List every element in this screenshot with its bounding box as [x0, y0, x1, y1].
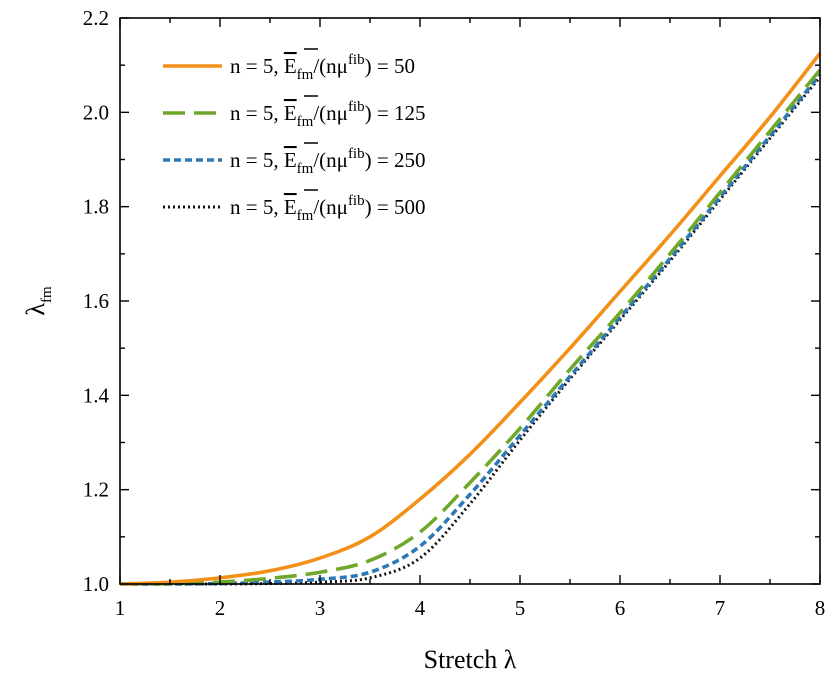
legend-label-mid: /(nμ [313, 195, 348, 219]
legend-label-sup: fib [348, 146, 365, 162]
y-axis-label-subscript: fm [39, 286, 55, 303]
y-axis-label: λfm [21, 286, 55, 316]
plot-frame [119, 17, 821, 585]
legend-label-E: E [284, 148, 297, 172]
legend: n = 5, Efm/(nμfib) = 50n = 5, Efm/(nμfib… [163, 48, 425, 224]
x-tick-label: 4 [415, 596, 426, 620]
legend-label-E: E [284, 54, 297, 78]
y-axis-label-base: λ [21, 303, 50, 316]
x-axis-label: Stretch λ [424, 645, 517, 674]
series-line-2 [119, 68, 822, 586]
y-tick-label: 1.0 [83, 572, 109, 596]
legend-label-prefix: n = 5, [230, 54, 284, 78]
y-tick-label: 1.8 [83, 195, 109, 219]
legend-label: n = 5, Efm/(nμfib) = 250 [230, 146, 425, 177]
series-line-3 [119, 73, 822, 586]
legend-label-sup: fib [348, 193, 365, 209]
legend-label-prefix: n = 5, [230, 101, 284, 125]
legend-label-sup: fib [348, 99, 365, 115]
x-tick-label: 7 [715, 596, 726, 620]
legend-label: n = 5, Efm/(nμfib) = 500 [230, 193, 425, 224]
x-tick-label: 8 [815, 596, 826, 620]
legend-entry-3: n = 5, Efm/(nμfib) = 250 [163, 142, 425, 177]
x-tick-label: 5 [515, 596, 526, 620]
x-tick-label: 2 [215, 596, 226, 620]
x-tick-label: 6 [615, 596, 626, 620]
legend-label-prefix: n = 5, [230, 195, 284, 219]
axes-layer: 1 2 3 4 5 6 7 8 1.0 1.2 1.4 1.6 1.8 2.0 2.2 [83, 6, 826, 620]
legend-label-mid: /(nμ [313, 148, 348, 172]
y-tick-label: 1.4 [83, 383, 110, 407]
series-line-4 [120, 76, 822, 586]
x-tick-label: 3 [315, 596, 326, 620]
legend-label: n = 5, Efm/(nμfib) = 50 [230, 52, 415, 83]
legend-label-mid: /(nμ [313, 54, 348, 78]
legend-label-prefix: n = 5, [230, 148, 284, 172]
y-tick-label: 1.6 [83, 289, 109, 313]
x-tick-label: 1 [115, 596, 126, 620]
legend-label-sup: fib [348, 52, 365, 68]
series-layer [119, 52, 822, 586]
legend-entry-1: n = 5, Efm/(nμfib) = 50 [163, 48, 415, 83]
legend-label-E-sub: fm [297, 67, 314, 83]
legend-label-E-sub: fm [297, 208, 314, 224]
legend-label-mid: /(nμ [313, 101, 348, 125]
y-tick-label: 1.2 [83, 478, 109, 502]
legend-label-E-sub: fm [297, 114, 314, 130]
legend-label: n = 5, Efm/(nμfib) = 125 [230, 99, 425, 130]
y-tick-label: 2.0 [83, 100, 109, 124]
legend-label-suffix: ) = 500 [365, 195, 426, 219]
series-line-1 [119, 52, 822, 586]
y-tick-label: 2.2 [83, 6, 109, 30]
legend-entry-4: n = 5, Efm/(nμfib) = 500 [163, 189, 425, 224]
legend-label-suffix: ) = 125 [365, 101, 426, 125]
legend-label-E: E [284, 195, 297, 219]
legend-label-E: E [284, 101, 297, 125]
legend-label-suffix: ) = 250 [365, 148, 426, 172]
legend-label-suffix: ) = 50 [365, 54, 415, 78]
legend-label-E-sub: fm [297, 161, 314, 177]
legend-entry-2: n = 5, Efm/(nμfib) = 125 [163, 95, 425, 130]
